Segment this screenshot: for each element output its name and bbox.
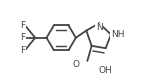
Text: F: F <box>20 33 25 42</box>
Text: F: F <box>20 46 25 55</box>
Text: OH: OH <box>98 66 112 75</box>
Text: O: O <box>72 61 79 69</box>
Text: NH: NH <box>111 30 124 39</box>
Text: N: N <box>96 23 103 32</box>
Text: F: F <box>20 21 25 30</box>
